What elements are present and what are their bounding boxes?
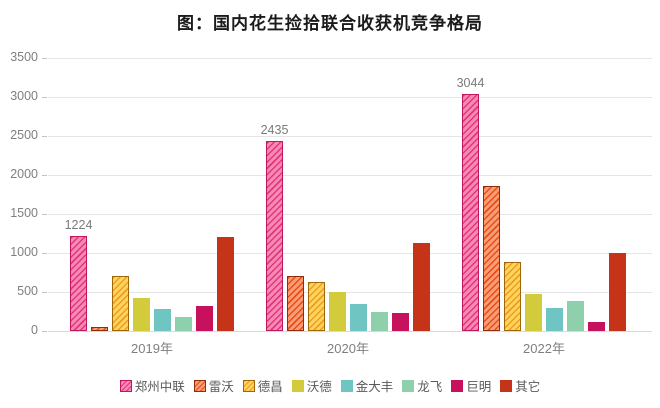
- bar-郑州中联-2020年: [266, 141, 283, 331]
- legend-item-巨明: 巨明: [451, 376, 491, 395]
- legend-item-其它: 其它: [500, 376, 540, 395]
- bar-沃德-2022年: [525, 293, 542, 331]
- y-tick-mark: [42, 331, 47, 332]
- bar-其它-2020年: [413, 242, 430, 331]
- y-tick-label: 1000: [10, 245, 38, 259]
- bar-龙飞-2022年: [567, 301, 584, 331]
- legend-label: 德昌: [257, 380, 283, 394]
- bar-郑州中联-2022年: [462, 93, 479, 331]
- legend-label: 其它: [515, 380, 541, 394]
- gridline-500: [48, 292, 652, 293]
- bar-金大丰-2019年: [154, 309, 171, 331]
- y-tick-label: 1500: [10, 206, 38, 220]
- legend-label: 巨明: [466, 380, 492, 394]
- legend-label: 金大丰: [355, 380, 394, 394]
- y-tick-label: 2000: [10, 167, 38, 181]
- legend-item-德昌: 德昌: [242, 376, 283, 395]
- bar-group-2020年: [266, 141, 430, 331]
- y-tick-mark: [42, 136, 47, 137]
- bar-巨明-2022年: [588, 322, 605, 331]
- bar-value-label: 1224: [64, 217, 93, 232]
- bar-龙飞-2019年: [175, 316, 192, 331]
- legend-swatch-金大丰: [340, 379, 353, 392]
- y-tick-mark: [42, 58, 47, 59]
- legend-swatch-德昌: [242, 379, 255, 392]
- gridline-3000: [48, 97, 652, 98]
- legend-swatch-雷沃: [193, 379, 206, 392]
- legend-swatch-郑州中联: [119, 379, 132, 392]
- legend-swatch-巨明: [451, 379, 464, 392]
- bar-金大丰-2020年: [350, 303, 367, 331]
- legend-item-郑州中联: 郑州中联: [119, 376, 185, 395]
- bar-其它-2022年: [609, 253, 626, 331]
- legend-item-沃德: 沃德: [291, 376, 332, 395]
- gridline-2000: [48, 175, 652, 176]
- x-axis-label-2022年: 2022年: [523, 341, 565, 356]
- bar-德昌-2019年: [112, 276, 129, 331]
- legend-swatch-其它: [500, 379, 513, 392]
- bar-value-label: 2435: [260, 123, 289, 138]
- gridline-3500: [48, 58, 652, 59]
- bar-金大丰-2022年: [546, 308, 563, 331]
- bar-沃德-2019年: [133, 298, 150, 331]
- y-tick-mark: [42, 97, 47, 98]
- bar-龙飞-2020年: [371, 312, 388, 331]
- x-axis-label-2019年: 2019年: [131, 341, 173, 356]
- x-axis-label-2020年: 2020年: [327, 341, 369, 356]
- y-tick-mark: [42, 253, 47, 254]
- y-tick-label: 500: [17, 284, 38, 298]
- gridline-2500: [48, 136, 652, 137]
- gridline-1500: [48, 214, 652, 215]
- legend-label: 雷沃: [208, 380, 234, 394]
- bar-group-2019年: [70, 235, 234, 331]
- legend-item-龙飞: 龙飞: [402, 376, 442, 395]
- legend-item-雷沃: 雷沃: [193, 376, 234, 395]
- y-tick-label: 2500: [10, 128, 38, 142]
- bar-沃德-2020年: [329, 292, 346, 331]
- plot-area: 1224 2435 3044: [48, 58, 652, 332]
- y-tick-label: 0: [31, 323, 38, 337]
- bar-巨明-2019年: [196, 306, 213, 331]
- y-tick-mark: [42, 292, 47, 293]
- legend-item-金大丰: 金大丰: [340, 376, 394, 395]
- y-tick-label: 3500: [10, 50, 38, 64]
- bar-group-2022年: [462, 93, 626, 331]
- legend-swatch-龙飞: [402, 379, 415, 392]
- bar-巨明-2020年: [392, 313, 409, 331]
- bar-德昌-2020年: [308, 281, 325, 331]
- legend: 郑州中联 雷沃 德昌 沃德 金大丰 龙飞 巨明 其它: [0, 376, 660, 395]
- chart-title: 图：国内花生捡拾联合收获机竞争格局: [177, 14, 483, 33]
- y-tick-label: 3000: [10, 89, 38, 103]
- bar-德昌-2022年: [504, 262, 521, 331]
- y-tick-mark: [42, 214, 47, 215]
- bar-其它-2019年: [217, 237, 234, 331]
- y-tick-mark: [42, 175, 47, 176]
- gridline-0: [48, 331, 652, 332]
- bar-雷沃-2022年: [483, 185, 500, 331]
- legend-label: 郑州中联: [134, 380, 185, 394]
- legend-label: 龙飞: [417, 380, 443, 394]
- bar-雷沃-2019年: [91, 327, 108, 331]
- gridline-1000: [48, 253, 652, 254]
- bar-value-label: 3044: [456, 75, 485, 90]
- bar-郑州中联-2019年: [70, 235, 87, 331]
- bar-雷沃-2020年: [287, 276, 304, 331]
- legend-label: 沃德: [306, 380, 332, 394]
- legend-swatch-沃德: [291, 379, 304, 392]
